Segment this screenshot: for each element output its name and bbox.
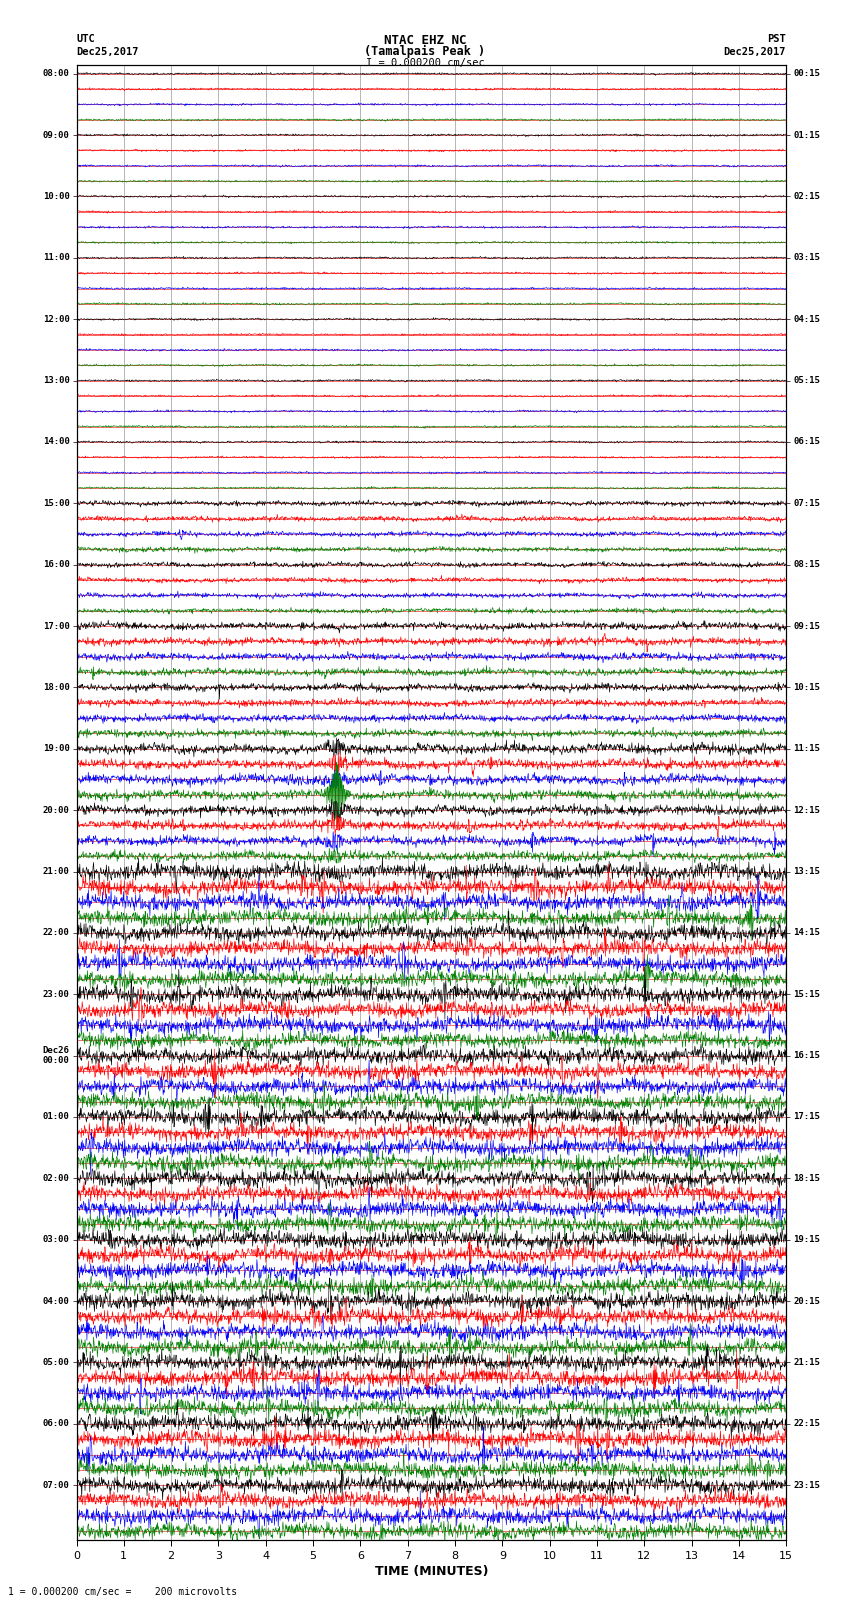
Text: Dec25,2017: Dec25,2017 — [76, 47, 139, 56]
Text: 1 = 0.000200 cm/sec =    200 microvolts: 1 = 0.000200 cm/sec = 200 microvolts — [8, 1587, 238, 1597]
Text: PST: PST — [768, 34, 786, 44]
Text: (Tamalpais Peak ): (Tamalpais Peak ) — [365, 45, 485, 58]
X-axis label: TIME (MINUTES): TIME (MINUTES) — [375, 1565, 488, 1578]
Text: UTC: UTC — [76, 34, 95, 44]
Text: NTAC EHZ NC: NTAC EHZ NC — [383, 34, 467, 47]
Text: Dec25,2017: Dec25,2017 — [723, 47, 786, 56]
Text: I = 0.000200 cm/sec: I = 0.000200 cm/sec — [366, 58, 484, 68]
